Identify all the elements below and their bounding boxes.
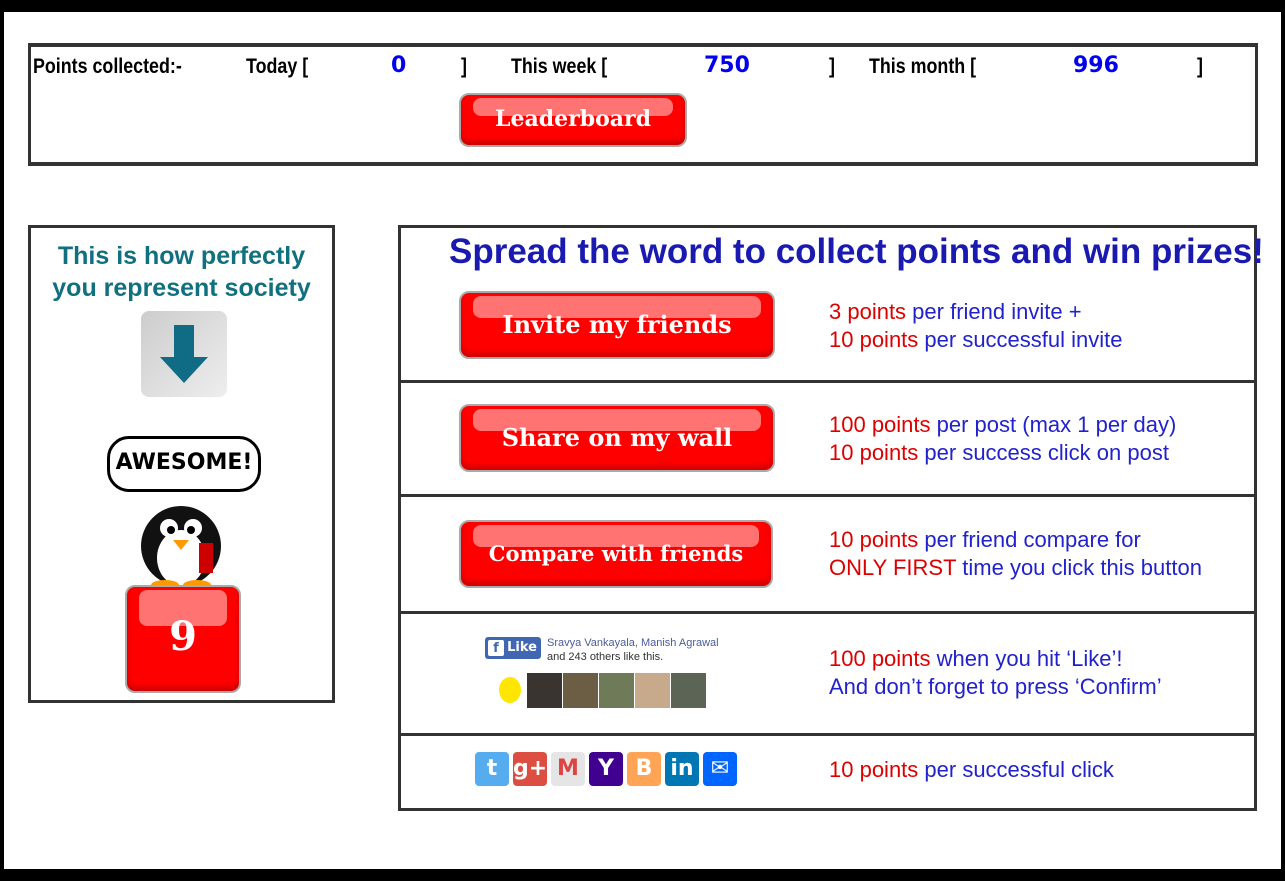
click-desc: 10 points per successful click [829, 757, 1114, 782]
penguin-icon [141, 506, 221, 588]
avatar [563, 673, 598, 708]
gmail-icon[interactable]: M [551, 752, 585, 786]
like-names[interactable]: Sravya Vankayala, Manish Agrawal [547, 637, 719, 649]
divider [401, 380, 1254, 383]
like-label: Like [507, 640, 537, 655]
bracket: ] [1197, 55, 1203, 78]
blogger-icon[interactable]: B [627, 752, 661, 786]
week-label: This week [ [511, 55, 608, 78]
yahoo-icon[interactable]: Y [589, 752, 623, 786]
compare-friends-button[interactable]: Compare with friends [459, 520, 773, 588]
week-value: 750 [704, 53, 750, 78]
page: Points collected:- Today [ 0 ] This week… [4, 12, 1281, 869]
facebook-icon: f [488, 640, 504, 656]
leaderboard-button[interactable]: Leaderboard [459, 93, 687, 147]
twitter-icon[interactable]: t [475, 752, 509, 786]
linkedin-icon[interactable]: in [665, 752, 699, 786]
invite-desc: 3 points per friend invite +10 points pe… [829, 299, 1123, 352]
compare-label: Compare with friends [488, 541, 744, 566]
spread-panel: Spread the word to collect points and wi… [398, 225, 1264, 811]
society-title: This is how perfectly you represent soci… [52, 242, 311, 302]
google-plus-icon[interactable]: g+ [513, 752, 547, 786]
facebook-like-button[interactable]: f Like [485, 637, 541, 659]
like-desc: 100 points when you hit ‘Like’! And don’t… [829, 646, 1162, 699]
share-desc: 100 points per post (max 1 per day) 10 po… [829, 412, 1177, 465]
email-icon[interactable]: ✉ [703, 752, 737, 786]
avatar [635, 673, 670, 708]
share-wall-button[interactable]: Share on my wall [459, 404, 775, 472]
score-value: 9 [169, 613, 197, 660]
compare-desc: 10 points per friend compare for ONLY FIR… [829, 527, 1202, 580]
month-label: This month [ [869, 55, 977, 78]
speech-bubble: AWESOME! [107, 436, 261, 492]
arrow-down-icon [141, 311, 227, 397]
invite-label: Invite my friends [502, 310, 732, 339]
divider [401, 733, 1254, 736]
divider [401, 611, 1254, 614]
today-label: Today [ [246, 55, 309, 78]
avatar [527, 673, 562, 708]
like-count: and 243 others like this. [547, 651, 664, 663]
score-badge: 9 [125, 585, 241, 693]
divider [401, 494, 1254, 497]
month-value: 996 [1073, 53, 1119, 78]
bracket: ] [461, 55, 467, 78]
like-info: Sravya Vankayala, Manish Agrawal and 243 … [547, 636, 719, 664]
friend-avatars [491, 673, 706, 708]
invite-friends-button[interactable]: Invite my friends [459, 291, 775, 359]
avatar [491, 673, 526, 708]
avatar [599, 673, 634, 708]
society-panel: This is how perfectly you represent soci… [28, 225, 335, 703]
leaderboard-label: Leaderboard [495, 106, 651, 132]
spread-heading: Spread the word to collect points and wi… [449, 232, 1264, 271]
points-label: Points collected:- [33, 55, 182, 78]
today-value: 0 [391, 53, 407, 78]
points-panel: Points collected:- Today [ 0 ] This week… [28, 43, 1258, 166]
share-label: Share on my wall [501, 423, 733, 452]
avatar [671, 673, 706, 708]
bracket: ] [829, 55, 835, 78]
